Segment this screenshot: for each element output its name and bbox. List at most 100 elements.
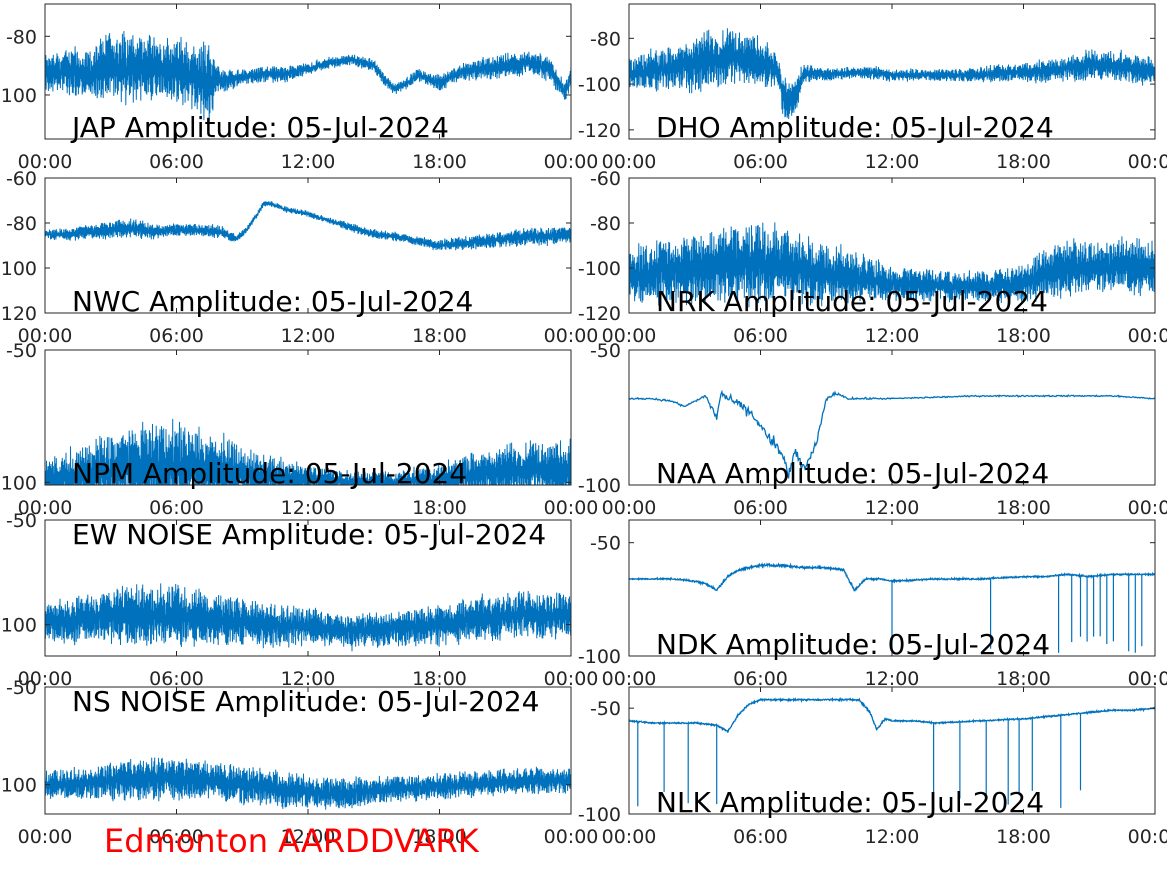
x-tick-label: 00:00 <box>544 151 599 173</box>
y-tick-label: 100 <box>1 85 37 107</box>
y-tick-label: -100 <box>578 646 621 668</box>
panel-4: 00:00 06:00 12:00 18:00 00:00 -60 -80 -100 -120 N… <box>578 168 1167 347</box>
x-tick-label: 06:00 <box>149 151 204 173</box>
y-tick-label: -80 <box>6 26 37 48</box>
y-tick-label: 100 <box>1 615 37 637</box>
x-tick-label: 06:00 <box>733 668 788 690</box>
x-tick-label: 00:00 <box>602 826 657 848</box>
y-tick-label: -50 <box>6 340 37 362</box>
x-tick-label: 12:00 <box>865 826 920 848</box>
y-tick-label: -50 <box>6 510 37 532</box>
y-tick-label: -100 <box>578 258 621 280</box>
series-line <box>45 583 571 652</box>
x-tick-label: 12:00 <box>865 497 920 519</box>
series-line <box>45 418 571 485</box>
chart-title: NS NOISE Amplitude: 05-Jul-2024 <box>72 685 539 718</box>
panel-6: 00:00 06:00 12:00 18:00 00:00 -50 -100 NAA Ampl… <box>578 340 1167 519</box>
y-tick-label: -50 <box>590 533 621 555</box>
panel-10: 00:00 06:00 12:00 18:00 00:00 -50 -100 NLK Ampl… <box>578 686 1167 848</box>
x-tick-label: 18:00 <box>996 826 1051 848</box>
panel-3: 00:00 06:00 12:00 18:00 00:00 -60 -80 100 120 NWC… <box>1 168 599 347</box>
y-tick-label: -120 <box>578 303 621 325</box>
series-line <box>629 696 1155 734</box>
x-tick-label: 00:00 <box>18 325 73 347</box>
x-tick-label: 18:00 <box>996 151 1051 173</box>
x-tick-label: 00:00 <box>544 668 599 690</box>
series-line <box>45 757 571 810</box>
panel-2: 00:00 06:00 12:00 18:00 00:00 -80 -100 -120 DHO … <box>578 3 1167 173</box>
y-tick-label: -80 <box>6 213 37 235</box>
x-tick-label: 00:00 <box>1128 497 1167 519</box>
x-tick-label: 00:00 <box>1128 151 1167 173</box>
x-tick-label: 00:00 <box>18 668 73 690</box>
chart-title: NAA Amplitude: 05-Jul-2024 <box>656 457 1049 490</box>
x-tick-label: 12:00 <box>281 151 336 173</box>
y-tick-label: -50 <box>6 677 37 699</box>
x-tick-label: 18:00 <box>412 826 467 848</box>
chart-title: NDK Amplitude: 05-Jul-2024 <box>656 628 1050 661</box>
y-tick-label: -80 <box>590 28 621 50</box>
x-tick-label: 00:00 <box>602 325 657 347</box>
x-tick-label: 00:00 <box>544 497 599 519</box>
x-tick-label: 06:00 <box>733 826 788 848</box>
series-line <box>629 222 1155 308</box>
y-tick-label: 120 <box>1 303 37 325</box>
x-tick-label: 06:00 <box>733 497 788 519</box>
series-line <box>45 31 571 122</box>
y-tick-label: -120 <box>578 120 621 142</box>
footer-label: Edmonton AARDDVARK <box>104 822 479 860</box>
chart-title: JAP Amplitude: 05-Jul-2024 <box>70 111 449 144</box>
x-tick-label: 00:00 <box>544 325 599 347</box>
y-tick-label: 100 <box>1 472 37 494</box>
y-tick-label: -50 <box>590 698 621 720</box>
x-tick-label: 00:00 <box>602 151 657 173</box>
y-tick-label: -80 <box>590 213 621 235</box>
x-tick-label: 00:00 <box>544 826 599 848</box>
chart-title: NPM Amplitude: 05-Jul-2024 <box>72 457 467 490</box>
x-tick-label: 00:00 <box>18 151 73 173</box>
x-tick-label: 06:00 <box>733 325 788 347</box>
chart-title: EW NOISE Amplitude: 05-Jul-2024 <box>72 518 546 551</box>
x-tick-label: 00:00 <box>18 826 73 848</box>
series-line <box>629 28 1155 120</box>
y-tick-label: -50 <box>590 340 621 362</box>
x-tick-label: 00:00 <box>1128 826 1167 848</box>
x-tick-label: 18:00 <box>996 497 1051 519</box>
panel-9: 00:00 06:00 12:00 18:00 00:00 -50 100 NS NOISE … <box>1 677 599 848</box>
x-tick-label: 12:00 <box>865 668 920 690</box>
y-tick-label: -60 <box>6 168 37 190</box>
panel-8: 00:00 06:00 12:00 18:00 00:00 -50 -100 NDK Ampl… <box>578 519 1167 690</box>
x-tick-label: 18:00 <box>996 325 1051 347</box>
panel-5: 00:00 06:00 12:00 18:00 00:00 -50 100 NPM Ampli… <box>1 340 599 519</box>
x-tick-label: 12:00 <box>281 497 336 519</box>
y-tick-label: -100 <box>578 475 621 497</box>
x-tick-label: 06:00 <box>149 668 204 690</box>
x-tick-label: 12:00 <box>865 151 920 173</box>
x-tick-label: 12:00 <box>281 668 336 690</box>
x-tick-label: 00:00 <box>1128 668 1167 690</box>
chart-title: DHO Amplitude: 05-Jul-2024 <box>656 111 1054 144</box>
x-tick-label: 00:00 <box>18 497 73 519</box>
chart-title: NWC Amplitude: 05-Jul-2024 <box>72 285 473 318</box>
x-tick-label: 18:00 <box>412 497 467 519</box>
x-tick-label: 00:00 <box>1128 325 1167 347</box>
chart-title: NLK Amplitude: 05-Jul-2024 <box>656 786 1044 819</box>
y-tick-label: -100 <box>578 804 621 826</box>
x-tick-label: 06:00 <box>149 497 204 519</box>
y-tick-label: 100 <box>1 258 37 280</box>
x-tick-label: 12:00 <box>865 325 920 347</box>
panel-1: 00:00 06:00 12:00 18:00 00:00 -80 100 JAP Ampli… <box>1 3 599 173</box>
series-line <box>45 201 571 251</box>
x-tick-label: 00:00 <box>602 668 657 690</box>
y-tick-label: -60 <box>590 168 621 190</box>
x-tick-label: 06:00 <box>149 325 204 347</box>
x-tick-label: 18:00 <box>996 668 1051 690</box>
series-line <box>629 562 1155 592</box>
x-tick-label: 18:00 <box>412 325 467 347</box>
panel-7: 00:00 06:00 12:00 18:00 00:00 -50 100 EW NOISE … <box>1 510 599 690</box>
x-tick-label: 06:00 <box>733 151 788 173</box>
series-line <box>629 389 1155 479</box>
chart-title: NRK Amplitude: 05-Jul-2024 <box>656 285 1048 318</box>
y-tick-label: 100 <box>1 775 37 797</box>
